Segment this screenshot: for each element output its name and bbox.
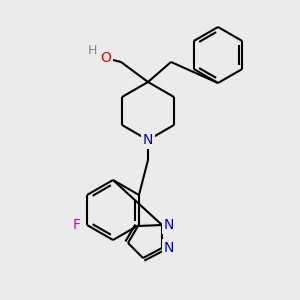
Text: O: O xyxy=(100,51,111,65)
Text: N: N xyxy=(164,218,174,232)
Text: N: N xyxy=(164,241,174,255)
Text: N: N xyxy=(143,133,153,147)
Text: H: H xyxy=(87,44,97,58)
Text: F: F xyxy=(73,218,81,232)
